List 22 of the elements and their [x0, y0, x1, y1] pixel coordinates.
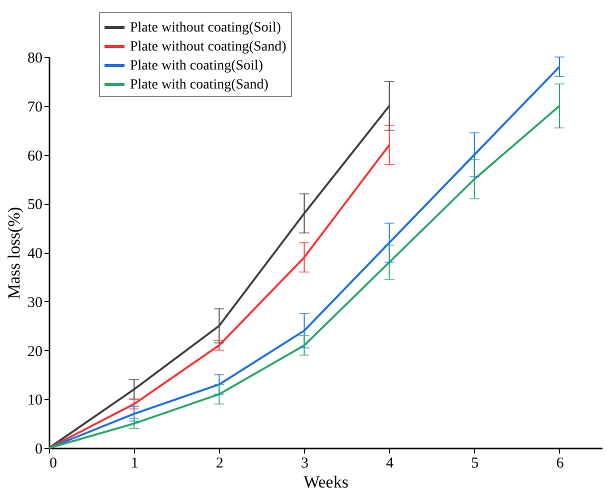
- x-tick-label: 5: [471, 456, 479, 472]
- x-tick-label: 1: [130, 456, 138, 472]
- x-tick-label: 0: [50, 456, 57, 472]
- legend-label: Plate without coating(Sand): [130, 40, 287, 54]
- y-tick-label: 30: [28, 294, 42, 311]
- y-tick-label: 80: [28, 50, 42, 66]
- y-tick-label: 60: [28, 148, 42, 164]
- x-tick-label: 2: [216, 456, 224, 472]
- y-tick-label: 70: [28, 99, 42, 116]
- legend-label: Plate without coating(Soil): [130, 20, 282, 36]
- y-tick-label: 10: [28, 392, 42, 409]
- legend-label: Plate with coating(Sand): [130, 78, 269, 92]
- y-tick-label: 40: [28, 246, 42, 262]
- x-tick-label: 4: [386, 456, 394, 472]
- y-tick-label: 20: [28, 344, 42, 360]
- x-tick-label: 6: [556, 456, 564, 472]
- x-axis-title: Weeks: [304, 472, 348, 492]
- y-axis-title: Mass loss(%): [4, 206, 24, 300]
- y-tick-label: 50: [28, 197, 42, 214]
- x-tick-label: 3: [300, 456, 308, 472]
- legend-label: Plate with coating(Soil): [130, 58, 264, 74]
- y-tick-label: 0: [35, 442, 42, 458]
